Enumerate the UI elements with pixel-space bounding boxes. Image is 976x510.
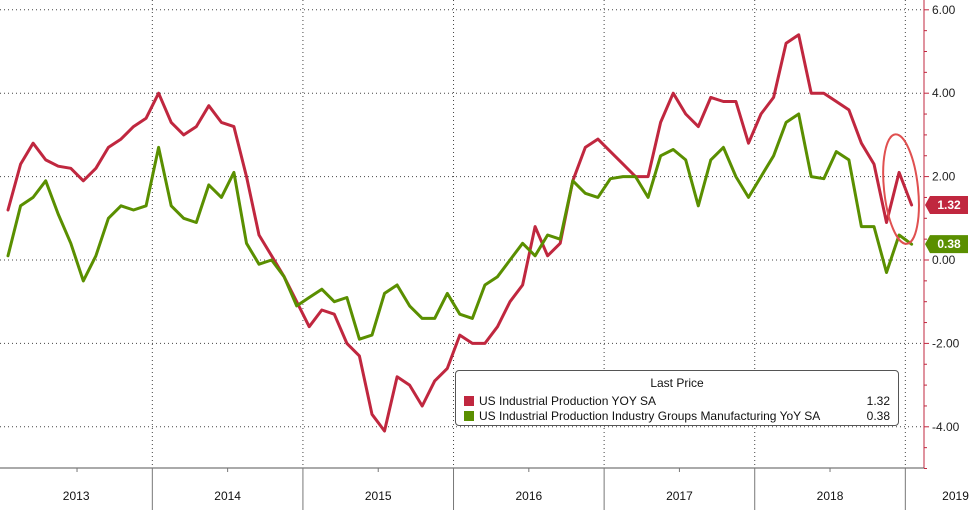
x-year-label: 2018 <box>817 489 844 503</box>
x-year-label: 2014 <box>214 489 241 503</box>
legend-series-value: 1.32 <box>866 394 890 408</box>
legend: Last Price US Industrial Production YOY … <box>455 370 899 426</box>
x-year-label: 2017 <box>666 489 693 503</box>
badge-value: 0.38 <box>937 237 961 251</box>
badge-background <box>925 195 968 214</box>
legend-series-value: 0.38 <box>866 409 890 423</box>
legend-item-manufacturing: US Industrial Production Industry Groups… <box>464 408 890 424</box>
axes <box>0 0 929 510</box>
legend-title: Last Price <box>650 376 704 390</box>
y-tick-label: -4.00 <box>932 420 960 434</box>
last-value-badge-0: 1.32 <box>925 195 968 214</box>
series-lines <box>6 33 914 433</box>
y-tick-label: 0.00 <box>932 253 956 267</box>
x-year-label: 2013 <box>63 489 90 503</box>
last-value-badges: 1.32 0.38 <box>925 195 968 254</box>
last-value-badge-1: 0.38 <box>925 235 968 254</box>
legend-series-name: US Industrial Production Industry Groups… <box>479 409 821 423</box>
y-axis-tick-labels: 6.00 4.00 2.00 0.00 -2.00 -4.00 <box>932 3 960 434</box>
series-line-0 <box>6 33 914 433</box>
y-tick-label: -2.00 <box>932 336 960 350</box>
series-line-1 <box>6 112 914 341</box>
x-year-label: 2016 <box>515 489 542 503</box>
legend-swatch-red <box>464 396 474 406</box>
badge-value: 1.32 <box>937 198 961 212</box>
highlight-ellipse <box>882 133 920 245</box>
x-year-label: 2015 <box>365 489 392 503</box>
x-year-label: 2019 <box>942 489 969 503</box>
y-tick-label: 2.00 <box>932 170 956 184</box>
legend-series-name: US Industrial Production YOY SA <box>479 394 656 408</box>
y-tick-label: 6.00 <box>932 3 956 17</box>
legend-item-industrial-production: US Industrial Production YOY SA 1.32 <box>464 393 890 409</box>
badge-background <box>925 235 968 254</box>
legend-swatch-green <box>464 411 474 421</box>
y-tick-label: 4.00 <box>932 86 956 100</box>
x-axis-year-labels: 2013 2014 2015 2016 2017 2018 2019 <box>63 489 969 503</box>
